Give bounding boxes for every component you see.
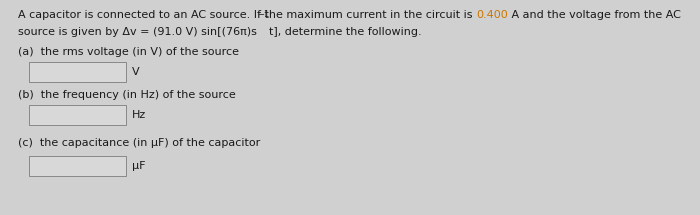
FancyBboxPatch shape: [29, 105, 126, 125]
Text: (c)  the capacitance (in μF) of the capacitor: (c) the capacitance (in μF) of the capac…: [18, 138, 260, 148]
Text: μF: μF: [132, 161, 146, 171]
Text: t], determine the following.: t], determine the following.: [269, 27, 421, 37]
Text: A and the voltage from the AC: A and the voltage from the AC: [508, 10, 680, 20]
FancyBboxPatch shape: [29, 156, 126, 176]
Text: (a)  the rms voltage (in V) of the source: (a) the rms voltage (in V) of the source: [18, 47, 239, 57]
Text: (b)  the frequency (in Hz) of the source: (b) the frequency (in Hz) of the source: [18, 90, 236, 100]
Text: Hz: Hz: [132, 110, 146, 120]
Text: V: V: [132, 67, 139, 77]
Text: 0.400: 0.400: [476, 10, 508, 20]
Text: A capacitor is connected to an AC source. If the maximum current in the circuit : A capacitor is connected to an AC source…: [18, 10, 476, 20]
FancyBboxPatch shape: [29, 62, 126, 82]
Text: source is given by Δv = (91.0 V) sin[(76π)s: source is given by Δv = (91.0 V) sin[(76…: [18, 27, 257, 37]
Text: −1: −1: [257, 10, 269, 19]
